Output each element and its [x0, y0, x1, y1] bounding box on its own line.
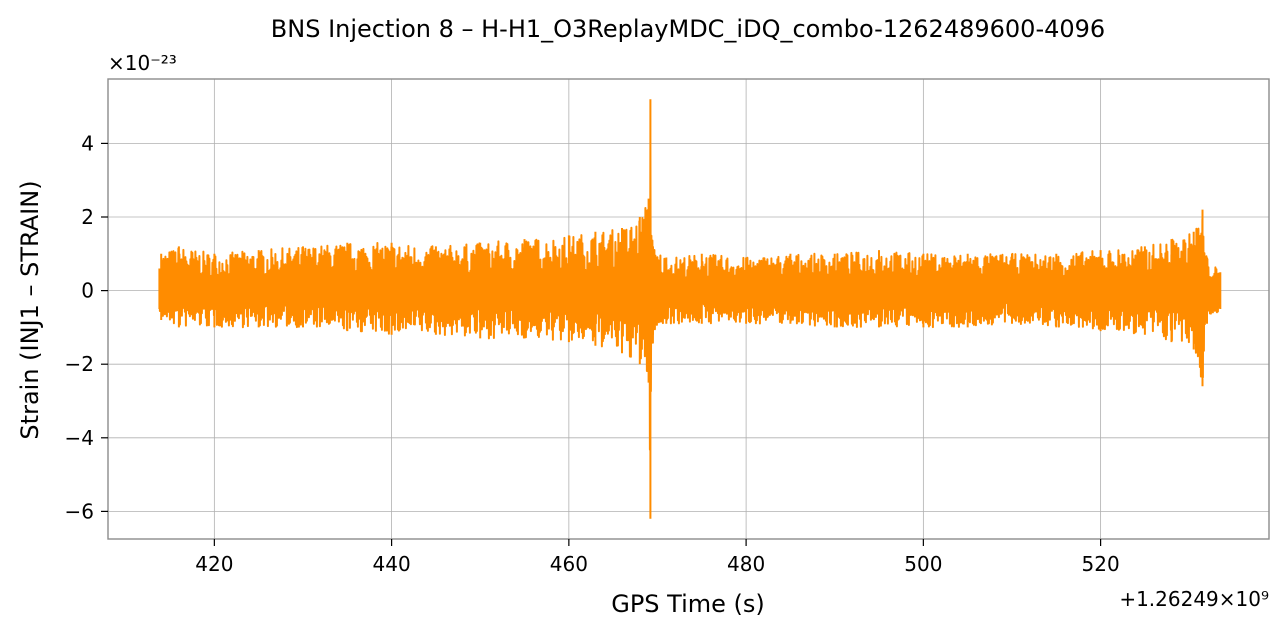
- y-scale-label: ×10⁻²³: [108, 51, 177, 75]
- x-tick-label: 500: [904, 552, 942, 576]
- x-tick-label: 460: [550, 552, 588, 576]
- y-tick-label: −6: [65, 499, 94, 523]
- x-tick-label: 520: [1082, 552, 1120, 576]
- y-tick-label: 2: [81, 205, 94, 229]
- plot-frame: [107, 78, 1270, 540]
- x-tick-label: 440: [373, 552, 411, 576]
- chart-title: BNS Injection 8 – H-H1_O3ReplayMDC_iDQ_c…: [271, 15, 1105, 43]
- y-tick-label: 0: [81, 279, 94, 303]
- y-tick-label: −2: [65, 352, 94, 376]
- x-offset-label: +1.26249×10⁹: [1119, 587, 1269, 611]
- y-tick-label: 4: [81, 131, 94, 155]
- x-tick-label: 480: [727, 552, 765, 576]
- strain-line: [158, 99, 1222, 519]
- x-axis-label: GPS Time (s): [611, 590, 765, 618]
- series-strain: [158, 99, 1222, 519]
- y-axis-label: Strain (INJ1 – STRAIN): [16, 180, 44, 439]
- x-tick-label: 420: [195, 552, 233, 576]
- y-tick-label: −4: [65, 426, 94, 450]
- x-axis-ticks: 420 440 460 480 500 520: [195, 539, 1120, 576]
- y-axis-ticks: −6 −4 −2 0 2 4: [65, 131, 108, 523]
